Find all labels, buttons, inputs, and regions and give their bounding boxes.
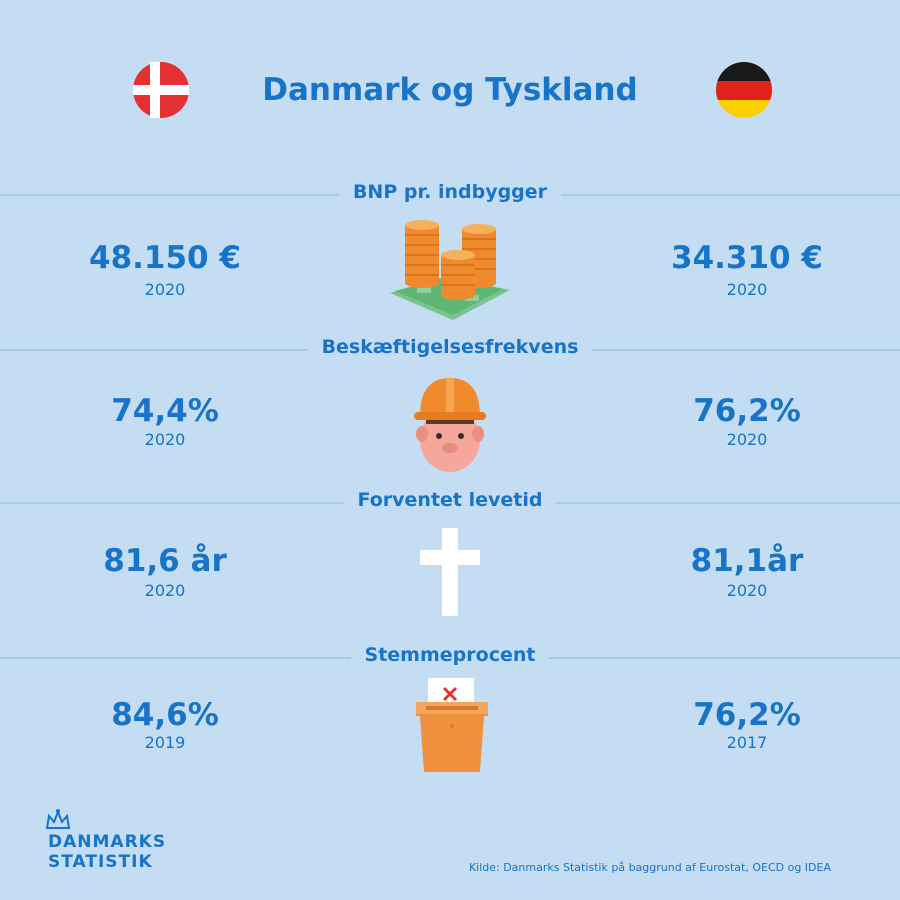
section-title-life-expectancy: Forventet levetid	[0, 489, 900, 511]
dk-life-value: 81,6 år	[103, 543, 227, 579]
de-employment-value: 76,2%	[693, 393, 801, 429]
crown-logo-icon	[45, 809, 71, 829]
dk-turnout-value: 84,6%	[111, 697, 219, 733]
source-note: Kilde: Danmarks Statistik på baggrund af…	[468, 861, 831, 874]
dk-life-year: 2020	[144, 581, 186, 600]
section-title-gdp: BNP pr. indbygger	[0, 181, 900, 203]
de-life-year: 2020	[726, 581, 768, 600]
logo-line-2: STATISTIK	[48, 852, 153, 872]
germany-flag-icon	[716, 62, 772, 118]
de-turnout-year: 2017	[726, 733, 768, 752]
dk-employment-year: 2020	[144, 430, 186, 449]
de-employment-year: 2020	[726, 430, 768, 449]
dk-turnout-year: 2019	[144, 733, 186, 752]
page-title: Danmark og Tyskland	[262, 72, 638, 108]
ballot-box-icon	[416, 678, 488, 772]
cross-icon	[420, 528, 480, 616]
denmark-flag-icon	[133, 62, 189, 118]
logo-line-1: DANMARKS	[48, 832, 167, 852]
de-gdp-year: 2020	[726, 280, 768, 299]
dk-employment-value: 74,4%	[111, 393, 219, 429]
coins-money-icon	[390, 220, 510, 320]
de-gdp-value: 34.310 €	[671, 240, 823, 276]
de-turnout-value: 76,2%	[693, 697, 801, 733]
section-title-turnout: Stemmeprocent	[0, 644, 900, 666]
worker-hardhat-icon	[414, 378, 486, 472]
dk-gdp-value: 48.150 €	[89, 240, 241, 276]
dk-gdp-year: 2020	[144, 280, 186, 299]
section-title-employment: Beskæftigelsesfrekvens	[0, 336, 900, 358]
de-life-value: 81,1år	[690, 543, 804, 579]
logo-text: DANMARKS STATISTIK	[48, 832, 166, 872]
